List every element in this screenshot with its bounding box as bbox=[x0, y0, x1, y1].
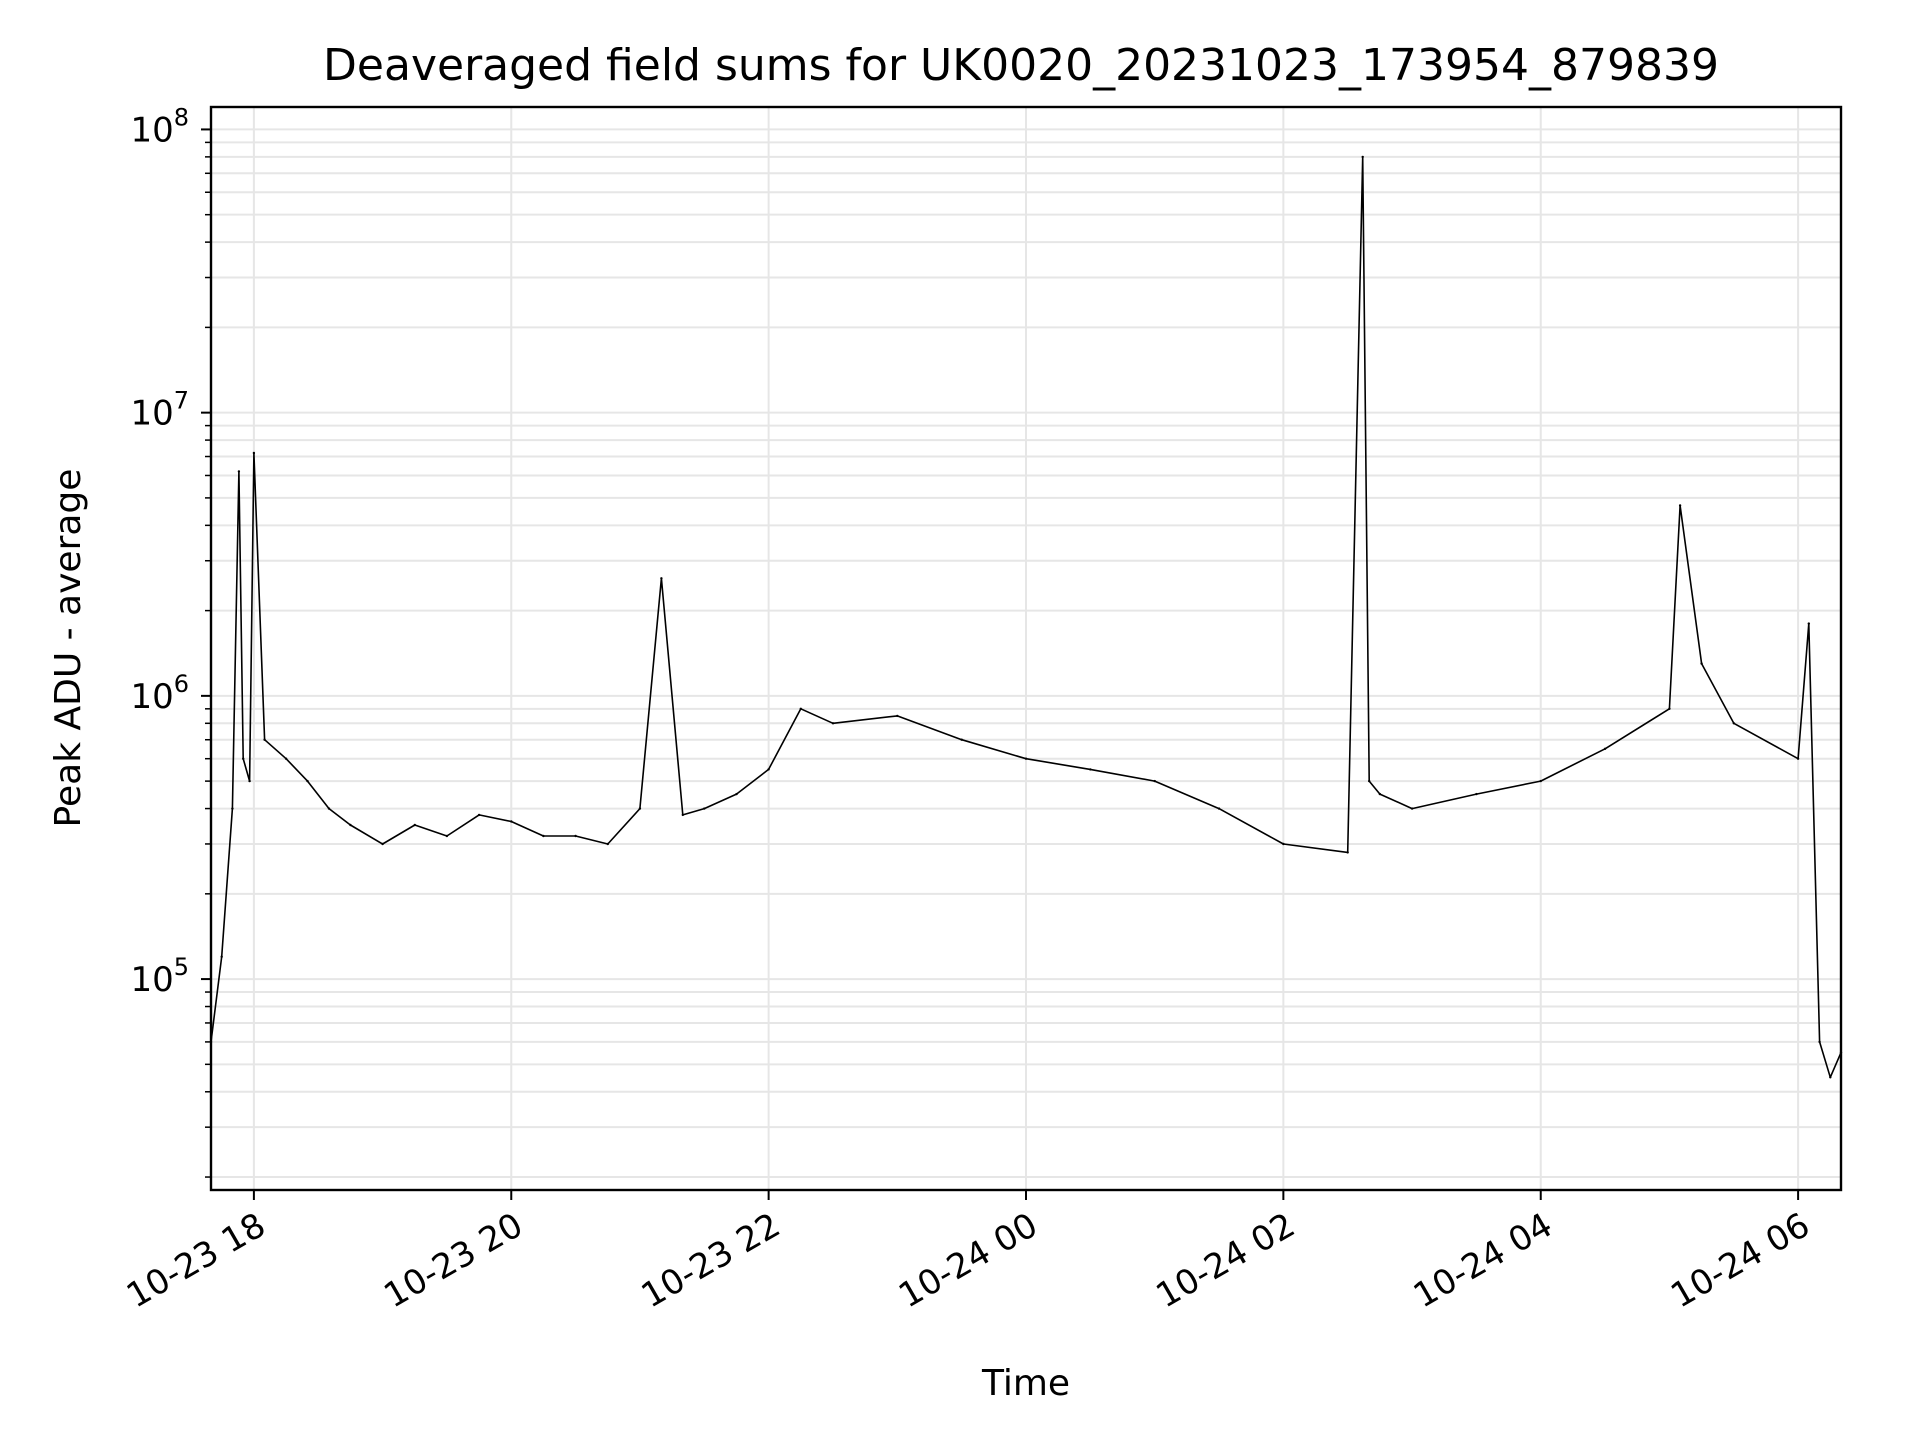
data-point bbox=[1678, 504, 1682, 507]
data-point bbox=[606, 842, 609, 846]
data-point bbox=[1700, 662, 1703, 665]
data-point bbox=[735, 792, 738, 796]
data-point bbox=[896, 714, 899, 718]
data-point bbox=[237, 470, 241, 473]
data-point bbox=[574, 834, 577, 838]
data-point bbox=[1346, 851, 1349, 854]
data-point bbox=[1603, 747, 1607, 750]
data-point bbox=[799, 707, 802, 710]
series-line bbox=[210, 156, 1842, 1079]
data-point bbox=[1153, 779, 1156, 783]
data-point bbox=[1024, 757, 1028, 760]
y-tick-exponent: 8 bbox=[174, 103, 189, 131]
data-point bbox=[381, 842, 384, 846]
data-point bbox=[703, 807, 706, 810]
data-point bbox=[327, 807, 331, 810]
series bbox=[209, 155, 1843, 1079]
data-point bbox=[1089, 768, 1092, 771]
data-point bbox=[1368, 779, 1371, 783]
data-point bbox=[1829, 1076, 1832, 1079]
data-point bbox=[1475, 792, 1478, 796]
chart-title: Deaveraged field sums for UK0020_2023102… bbox=[323, 40, 1719, 91]
data-point bbox=[638, 807, 642, 810]
y-tick-label: 105 bbox=[130, 953, 189, 1000]
data-point bbox=[1818, 1040, 1821, 1044]
data-point bbox=[1732, 722, 1736, 725]
data-point bbox=[1361, 155, 1364, 159]
data-point bbox=[1282, 842, 1285, 846]
data-point bbox=[252, 451, 256, 455]
y-tick-label: 108 bbox=[130, 103, 189, 150]
y-tick-label: 106 bbox=[130, 670, 189, 717]
data-point bbox=[960, 738, 963, 741]
y-tick-base: 10 bbox=[130, 677, 173, 717]
data-point bbox=[510, 820, 513, 823]
data-point bbox=[413, 823, 416, 827]
data-point bbox=[681, 813, 684, 817]
y-tick-exponent: 6 bbox=[174, 670, 189, 698]
data-point bbox=[660, 577, 663, 580]
y-tick-label: 107 bbox=[130, 387, 189, 434]
y-tick-base: 10 bbox=[130, 394, 173, 434]
data-point bbox=[1807, 622, 1811, 625]
data-point bbox=[220, 955, 223, 958]
data-point bbox=[1796, 757, 1800, 760]
y-tick-exponent: 5 bbox=[174, 953, 189, 981]
data-point bbox=[231, 807, 234, 810]
x-axis-label: Time bbox=[981, 1363, 1070, 1404]
y-tick-base: 10 bbox=[130, 110, 173, 150]
data-point bbox=[242, 757, 245, 760]
data-point bbox=[767, 768, 770, 771]
data-point bbox=[1539, 779, 1542, 783]
y-tick-exponent: 7 bbox=[174, 387, 189, 415]
data-point bbox=[263, 738, 266, 741]
y-tick-base: 10 bbox=[130, 960, 173, 1000]
data-point bbox=[284, 757, 288, 760]
data-point bbox=[542, 834, 545, 838]
data-point bbox=[1668, 707, 1671, 710]
data-point bbox=[306, 779, 309, 783]
data-point bbox=[1217, 807, 1221, 810]
data-point bbox=[1378, 792, 1382, 796]
data-point bbox=[349, 823, 352, 827]
data-point bbox=[477, 813, 481, 817]
data-point bbox=[445, 834, 449, 838]
data-point bbox=[248, 779, 251, 783]
data-point bbox=[831, 722, 835, 725]
data-point bbox=[1410, 807, 1414, 810]
y-axis-label: Peak ADU - average bbox=[48, 469, 89, 828]
